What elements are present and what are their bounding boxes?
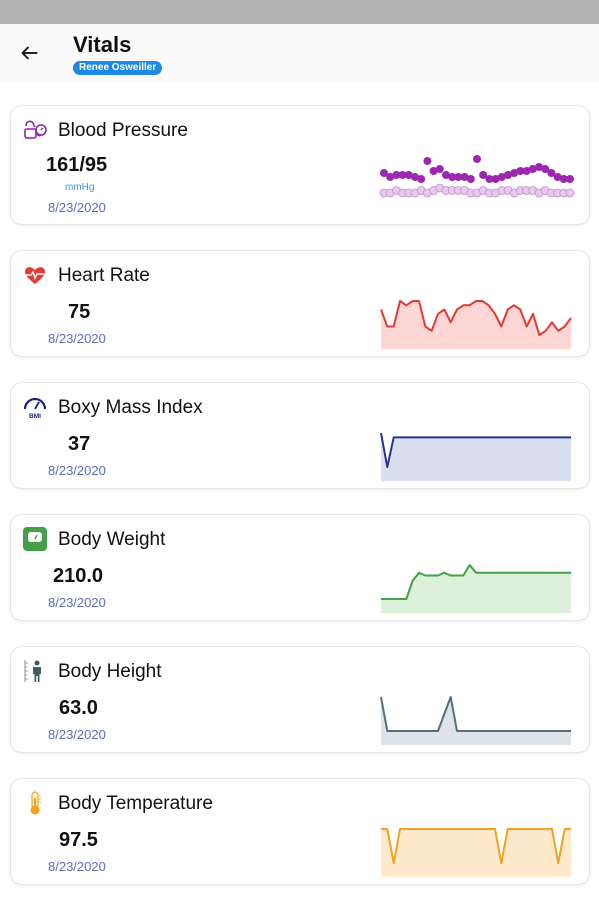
- vital-card-body-height[interactable]: Body Height 63.0 8/23/2020: [10, 646, 590, 753]
- systolic-point: [491, 175, 500, 183]
- vital-value: 75: [68, 301, 91, 323]
- blood-pressure-cuff-icon: [24, 120, 47, 139]
- vital-date: 8/23/2020: [48, 331, 106, 346]
- vital-value: 161/95: [46, 154, 108, 176]
- vital-value: 63.0: [59, 697, 98, 719]
- sparkline-line: [380, 432, 571, 468]
- systolic-point: [473, 155, 481, 163]
- systolic-point: [417, 175, 426, 183]
- sparkline-area: [381, 829, 571, 877]
- systolic-point: [429, 167, 438, 175]
- systolic-point: [404, 171, 413, 179]
- vital-title: Boxy Mass Index: [58, 397, 203, 418]
- svg-text:BMI: BMI: [29, 413, 41, 420]
- vital-date: 8/23/2020: [48, 200, 106, 215]
- status-bar: [0, 0, 599, 24]
- heart-pulse-icon: [25, 267, 45, 284]
- body-height-sparkline: [380, 696, 571, 745]
- systolic-point: [411, 173, 419, 181]
- blood-pressure-sparkline: [379, 155, 575, 198]
- systolic-point: [559, 175, 568, 183]
- systolic-point: [522, 167, 531, 175]
- vital-date: 8/23/2020: [48, 595, 106, 610]
- systolic-point: [435, 165, 444, 173]
- vital-card-heart-rate[interactable]: Heart Rate 75 8/23/2020: [10, 250, 590, 357]
- sparkline-line: [380, 696, 571, 732]
- thermometer-icon: [30, 791, 41, 815]
- systolic-point: [448, 173, 457, 181]
- vital-card-bmi[interactable]: BMI Boxy Mass Index 37 8/23/2020: [10, 382, 590, 489]
- sparkline-line: [381, 564, 571, 600]
- systolic-point: [547, 169, 556, 177]
- vital-title: Body Weight: [58, 529, 166, 550]
- vital-card-body-weight[interactable]: Body Weight 210.0 8/23/2020: [10, 514, 590, 621]
- systolic-point: [485, 175, 494, 183]
- sparkline-area: [381, 301, 571, 349]
- sparkline-line: [380, 300, 572, 336]
- vital-title: Blood Pressure: [58, 120, 188, 141]
- systolic-point: [442, 171, 450, 179]
- sparkline-area: [381, 697, 571, 745]
- systolic-point: [541, 165, 550, 173]
- vital-card-body-temperature[interactable]: Body Temperature 97.5 8/23/2020: [10, 778, 590, 885]
- person-height-icon: [24, 660, 41, 682]
- systolic-point: [504, 171, 512, 179]
- body-weight-sparkline: [381, 564, 571, 613]
- patient-badge: Renee Osweiller: [73, 61, 163, 75]
- systolic-point: [535, 163, 543, 171]
- body-temperature-sparkline: [381, 828, 571, 877]
- scale-icon: [23, 527, 47, 551]
- vital-title: Body Height: [58, 661, 162, 682]
- vital-date: 8/23/2020: [48, 463, 106, 478]
- systolic-point: [380, 169, 388, 177]
- systolic-point: [423, 157, 432, 165]
- sparkline-line: [381, 828, 571, 864]
- vital-unit: mmHg: [65, 182, 95, 193]
- sparkline-area: [381, 565, 571, 613]
- systolic-point: [386, 173, 395, 181]
- systolic-point: [398, 171, 407, 179]
- vital-value: 37: [68, 433, 91, 455]
- app-header: Vitals Renee Osweiller: [0, 24, 599, 82]
- vital-date: 8/23/2020: [48, 727, 106, 742]
- vital-title: Heart Rate: [58, 265, 150, 286]
- systolic-point: [553, 173, 562, 181]
- systolic-point: [460, 173, 469, 181]
- vital-date: 8/23/2020: [48, 859, 106, 874]
- diastolic-point: [565, 188, 575, 198]
- sparkline-area: [381, 433, 571, 481]
- systolic-point: [466, 175, 475, 183]
- systolic-point: [454, 173, 463, 181]
- arrow-back-icon[interactable]: [16, 40, 42, 66]
- vital-card-blood-pressure[interactable]: Blood Pressure 161/95 mmHg 8/23/2020: [10, 105, 590, 225]
- bmi-sparkline: [380, 432, 571, 481]
- systolic-point: [497, 173, 506, 181]
- systolic-point: [510, 169, 519, 177]
- systolic-point: [566, 175, 574, 183]
- systolic-point: [516, 167, 525, 175]
- bmi-gauge-icon: BMI: [23, 397, 47, 420]
- page-title: Vitals: [73, 32, 132, 57]
- systolic-point: [392, 171, 401, 179]
- vital-title: Body Temperature: [58, 793, 213, 814]
- heart-rate-sparkline: [380, 300, 572, 349]
- systolic-point: [528, 165, 537, 173]
- vital-value: 210.0: [53, 565, 104, 587]
- vital-value: 97.5: [59, 829, 98, 851]
- systolic-point: [479, 171, 488, 179]
